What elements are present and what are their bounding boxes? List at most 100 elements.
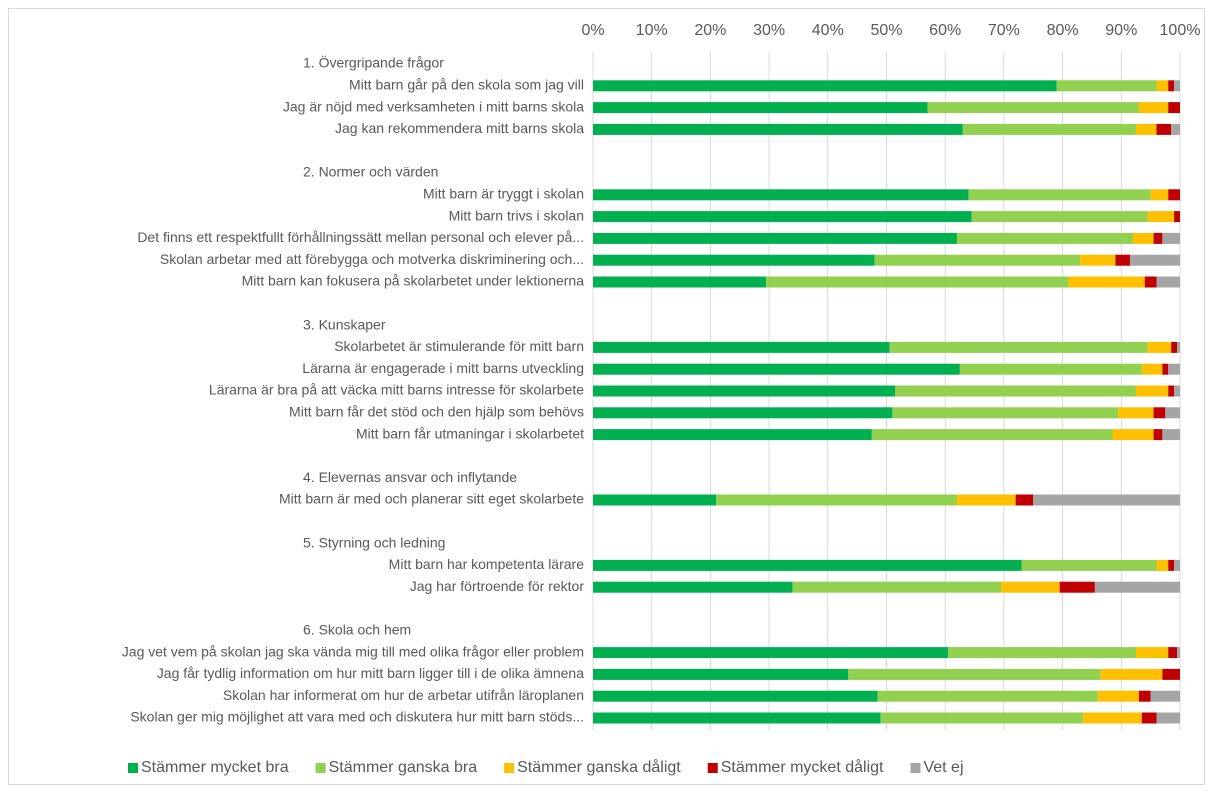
bar-segment	[1174, 559, 1180, 571]
legend-label: Stämmer ganska bra	[329, 759, 478, 776]
bar-segment	[1118, 407, 1154, 419]
bar-segment	[593, 559, 1022, 571]
chart-border	[8, 8, 1205, 785]
y-tick-label: Jag har förtroende för rektor	[410, 578, 585, 594]
y-tick-label: Skolan arbetar med att förebygga och mot…	[160, 251, 584, 267]
bar-segment	[948, 647, 1136, 659]
bar-segment	[1015, 494, 1034, 506]
legend-label: Vet ej	[923, 759, 963, 776]
bar-segment	[593, 494, 717, 506]
x-tick-label: 0%	[581, 22, 604, 39]
legend-swatch	[315, 763, 326, 773]
y-tick-label: Det finns ett respektfullt förhållningss…	[137, 229, 584, 245]
bar-segment	[1168, 80, 1175, 92]
bar-segment	[1156, 559, 1169, 571]
bar-segment	[1141, 363, 1163, 375]
y-tick-label: Skolan ger mig möjlighet att vara med oc…	[130, 709, 584, 725]
x-tick-label: 100%	[1160, 22, 1201, 39]
x-tick-label: 40%	[812, 22, 844, 39]
y-tick-label: Jag är nöjd med verksamheten i mitt barn…	[283, 98, 584, 114]
bar-segment	[1115, 254, 1131, 266]
bar-segment	[877, 690, 1098, 702]
y-tick-label: Mitt barn är tryggt i skolan	[423, 186, 584, 202]
bar-segment	[1000, 581, 1060, 593]
bar-segment	[766, 276, 1069, 288]
bar-segment	[1138, 690, 1151, 702]
bar-segment	[968, 189, 1151, 201]
bar-segment	[593, 647, 949, 659]
legend-swatch	[504, 763, 515, 773]
bar-segment	[593, 211, 972, 223]
y-tick-label: Mitt barn får utmaningar i skolarbetet	[356, 425, 584, 441]
legend-swatch	[128, 763, 138, 773]
y-tick-label: Lärarna är bra på att väcka mitt barns i…	[209, 382, 584, 398]
bar-segment	[593, 341, 890, 353]
bar-segment	[1162, 668, 1180, 680]
y-tick-label: Mitt barn kan fokusera på skolarbetet un…	[242, 273, 585, 289]
bar-segment	[1162, 363, 1169, 375]
bar-segment	[1168, 363, 1180, 375]
bar-segment	[1168, 385, 1175, 397]
bar-segment	[1147, 211, 1175, 223]
bar-segment	[1162, 232, 1180, 244]
bar-segment	[1168, 102, 1180, 114]
bar-segment	[1156, 276, 1180, 288]
bar-segment	[1097, 690, 1139, 702]
x-tick-label: 70%	[988, 22, 1020, 39]
bar-segment	[848, 668, 1101, 680]
bar-segment	[593, 407, 893, 419]
bar-segment	[1083, 712, 1142, 724]
y-tick-label: Skolarbetet är stimulerande för mitt bar…	[334, 338, 584, 354]
bar-segment	[1168, 559, 1175, 571]
legend-swatch	[910, 763, 921, 773]
legend-label: Stämmer ganska dåligt	[517, 758, 681, 776]
bar-segment	[956, 494, 1016, 506]
bar-segment	[1100, 668, 1163, 680]
bar-segment	[1174, 80, 1180, 92]
bar-segment	[792, 581, 1001, 593]
bar-segment	[1153, 429, 1163, 441]
bar-segment	[1150, 189, 1169, 201]
bar-segment	[1150, 690, 1180, 702]
legend-swatch	[707, 763, 718, 773]
bar-segment	[1135, 385, 1169, 397]
bar-segment	[593, 363, 960, 375]
bar-segment	[1144, 276, 1157, 288]
bar-segment	[593, 189, 969, 201]
section-label: 4. Elevernas ansvar och inflytande	[303, 469, 517, 485]
bar-segment	[1112, 429, 1154, 441]
bar-segment	[1094, 581, 1180, 593]
bar-segment	[874, 254, 1081, 266]
section-label: 3. Kunskaper	[303, 316, 386, 332]
bar-segment	[962, 123, 1136, 135]
bar-segment	[1153, 407, 1166, 419]
bar-segment	[1130, 254, 1180, 266]
bar-segment	[956, 232, 1134, 244]
bar-segment	[1171, 341, 1178, 353]
bar-segment	[880, 712, 1084, 724]
bar-segment	[1156, 80, 1169, 92]
bar-segment	[716, 494, 957, 506]
y-tick-label: Skolan har informerat om hur de arbetar …	[223, 687, 584, 703]
bar-segment	[1174, 385, 1180, 397]
bar-segment	[593, 254, 875, 266]
y-tick-label: Jag vet vem på skolan jag ska vända mig …	[122, 643, 584, 659]
bar-segment	[1135, 123, 1157, 135]
x-tick-label: 60%	[929, 22, 961, 39]
y-tick-label: Mitt barn går på den skola som jag vill	[349, 77, 584, 93]
section-label: 1. Övergripande frågor	[303, 54, 444, 71]
bar-segment	[971, 211, 1148, 223]
legend-label: Stämmer mycket bra	[141, 759, 289, 776]
bar-segment	[1153, 232, 1163, 244]
bar-segment	[593, 690, 878, 702]
bar-segment	[889, 341, 1148, 353]
bar-segment	[593, 123, 963, 135]
y-tick-label: Jag får tydlig information om hur mitt b…	[157, 665, 584, 681]
x-tick-label: 50%	[870, 22, 902, 39]
bar-segment	[1068, 276, 1145, 288]
bar-segment	[1138, 102, 1169, 114]
y-tick-label: Mitt barn får det stöd och den hjälp som…	[289, 404, 584, 420]
x-tick-label: 10%	[636, 22, 668, 39]
bar-segment	[1174, 211, 1180, 223]
